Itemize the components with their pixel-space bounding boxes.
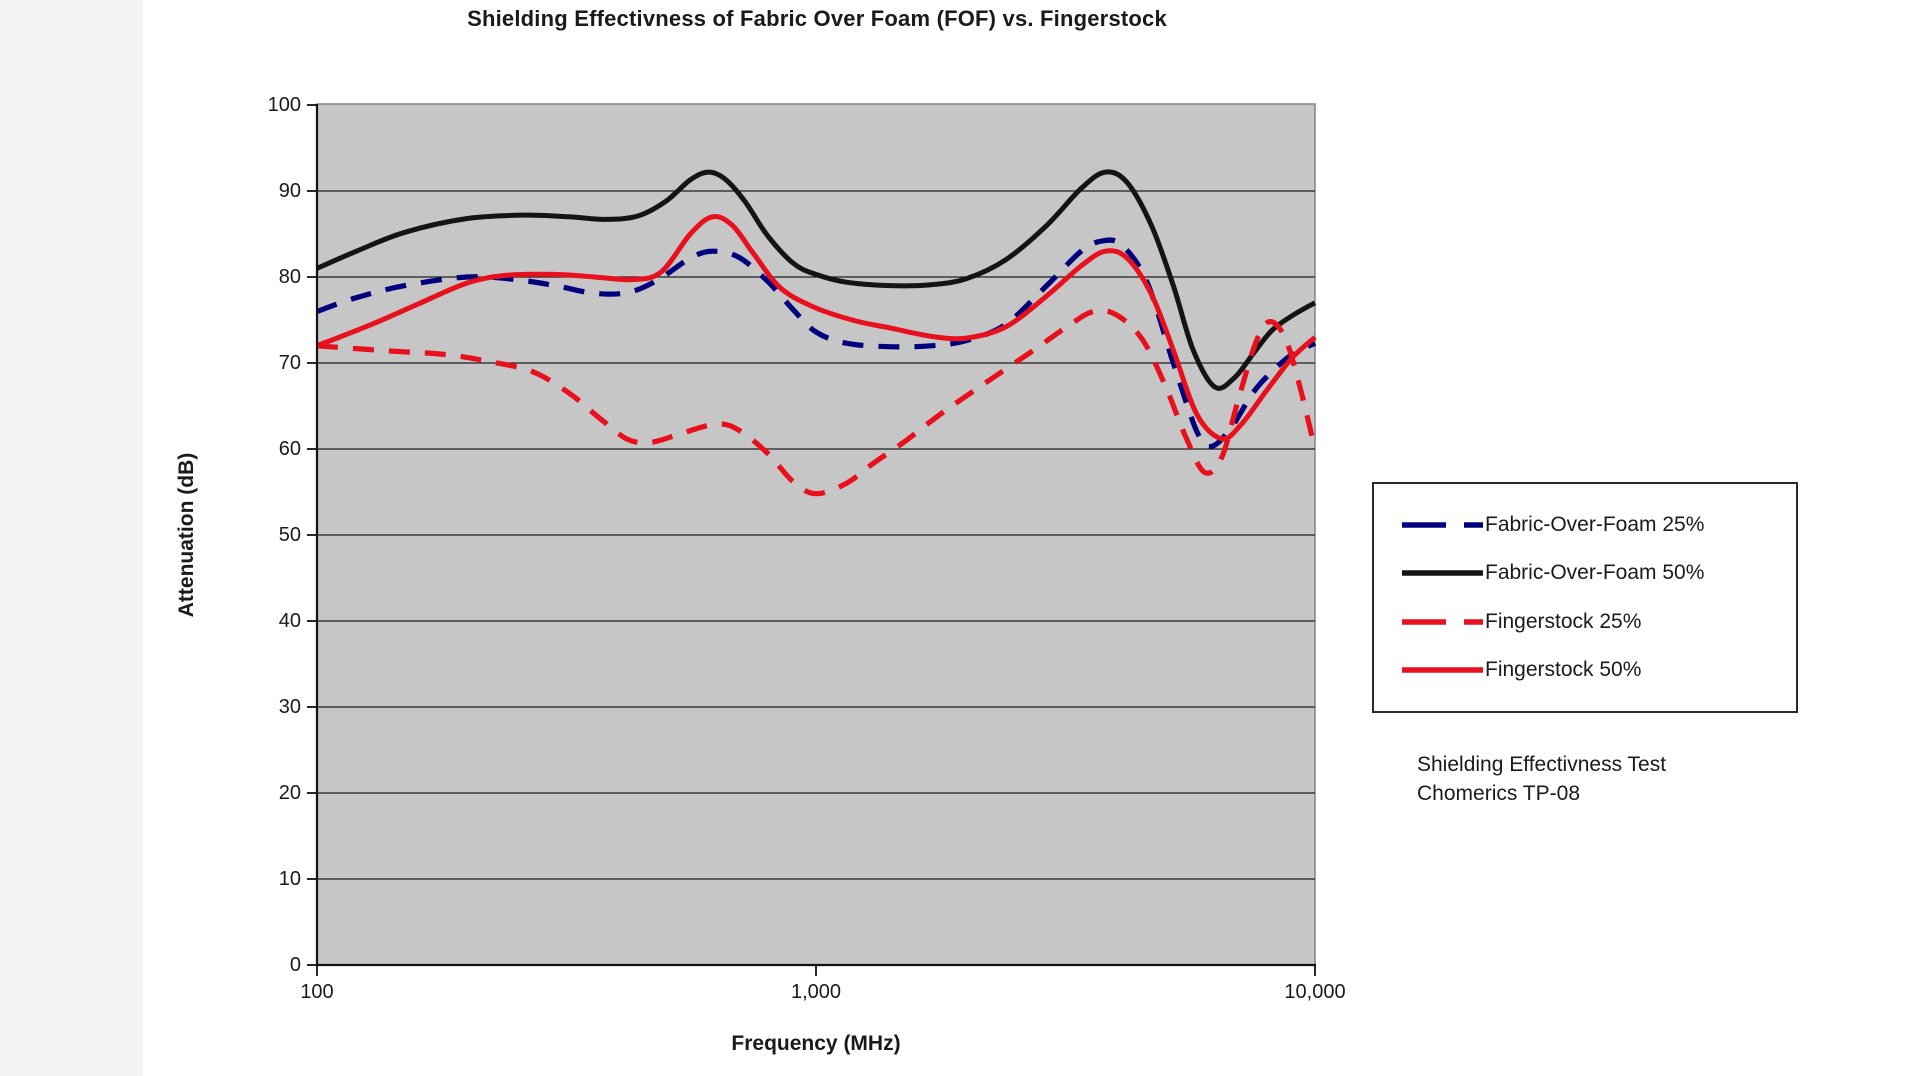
x-axis-tick-label-1,000: 1,000: [790, 981, 842, 1003]
legend-line-sample: [1402, 619, 1483, 625]
legend: Fabric-Over-Foam 25% Fabric-Over-Foam 50%…: [1372, 482, 1798, 713]
y-axis-tick-label-20: 20: [278, 782, 301, 804]
x-axis-title: Frequency (MHz): [731, 1032, 901, 1055]
x-axis-tick-label-100: 100: [300, 981, 334, 1003]
legend-item-4: Fingerstock 50%: [1402, 658, 1796, 682]
y-axis-tick-label-90: 90: [278, 180, 301, 202]
series-line-1: [316, 237, 1317, 450]
y-axis-tick-label-0: 0: [289, 954, 301, 976]
y-axis-tick-label-30: 30: [278, 696, 301, 718]
y-axis-tick-label-100: 100: [267, 94, 301, 116]
chart-title: Shielding Effectivness of Fabric Over Fo…: [467, 6, 1167, 31]
legend-item-1: Fabric-Over-Foam 25%: [1402, 513, 1796, 537]
legend-line-sample: [1402, 570, 1483, 576]
legend-line-sample: [1402, 521, 1483, 528]
series-line-4: [316, 214, 1317, 442]
x-axis-tick-label-10,000: 10,000: [1284, 981, 1346, 1003]
legend-label: Fabric-Over-Foam 25%: [1485, 512, 1705, 536]
note-line-1: Shielding Effectivness Test: [1417, 753, 1667, 776]
legend-line-sample: [1402, 667, 1483, 674]
series-line-2: [315, 169, 1317, 391]
test-note: Shielding Effectivness Test Chomerics TP…: [1417, 750, 1666, 808]
legend-label: Fabric-Over-Foam 50%: [1485, 561, 1705, 585]
left-gutter: [0, 0, 143, 1076]
legend-label: Fingerstock 25%: [1485, 609, 1642, 633]
legend-item-3: Fingerstock 25%: [1402, 610, 1796, 634]
y-axis-tick-label-70: 70: [278, 352, 301, 374]
y-axis-tick-label-10: 10: [278, 868, 301, 890]
legend-item-2: Fabric-Over-Foam 50%: [1402, 561, 1796, 585]
y-axis-tick-label-80: 80: [278, 266, 301, 288]
note-line-2: Chomerics TP-08: [1417, 782, 1580, 805]
y-axis-tick-label-50: 50: [278, 524, 301, 546]
legend-label: Fingerstock 50%: [1485, 658, 1642, 682]
y-axis-tick-label-40: 40: [278, 610, 301, 632]
y-axis-tick-label-60: 60: [278, 438, 301, 460]
